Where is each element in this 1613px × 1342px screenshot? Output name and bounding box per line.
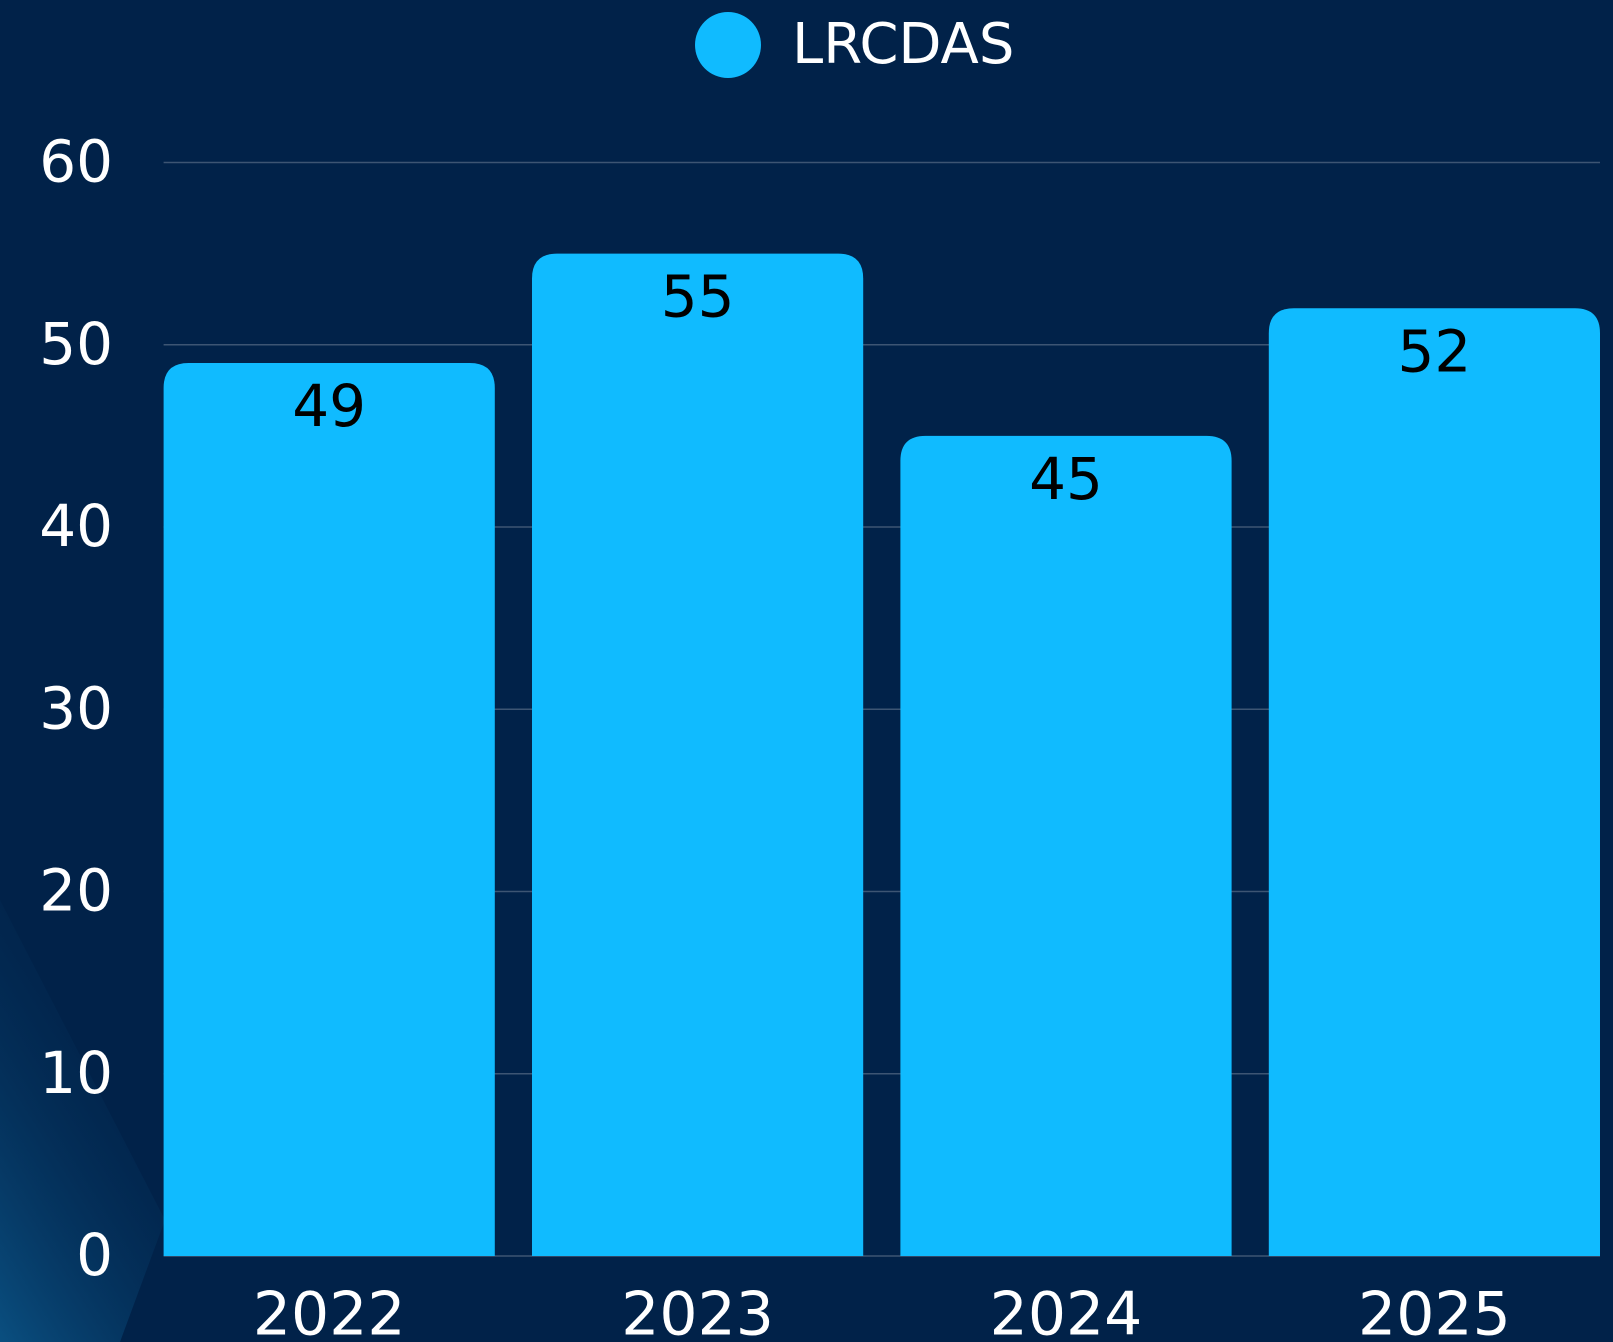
x-tick-label: 2024	[990, 1280, 1143, 1342]
y-tick-label: 50	[39, 310, 113, 378]
y-tick-label: 0	[76, 1221, 113, 1289]
x-tick-label: 2023	[621, 1280, 774, 1342]
data-label: 45	[1029, 445, 1103, 513]
labels: 0 10 20 30 40 50 60 LRCDAS 2022 49 2023 55 2024 45 202…	[39, 12, 1511, 1342]
bar	[1268, 308, 1600, 1256]
legend-label: LRCDAS	[792, 12, 1014, 77]
background-glow	[0, 900, 165, 1342]
y-tick-label: 10	[39, 1039, 113, 1107]
data-label: 55	[661, 263, 735, 331]
bar	[532, 253, 864, 1256]
y-tick-label: 30	[39, 674, 113, 742]
data-label: 52	[1397, 317, 1471, 385]
bar	[163, 362, 495, 1257]
x-tick-label: 2025	[1358, 1280, 1511, 1342]
bar	[900, 435, 1232, 1256]
legend-swatch	[695, 12, 761, 78]
y-tick-label: 60	[39, 128, 113, 196]
y-tick-label: 20	[39, 857, 113, 925]
bars	[163, 253, 1600, 1257]
data-label: 49	[292, 372, 366, 440]
y-tick-label: 40	[39, 492, 113, 560]
x-tick-label: 2022	[253, 1280, 406, 1342]
